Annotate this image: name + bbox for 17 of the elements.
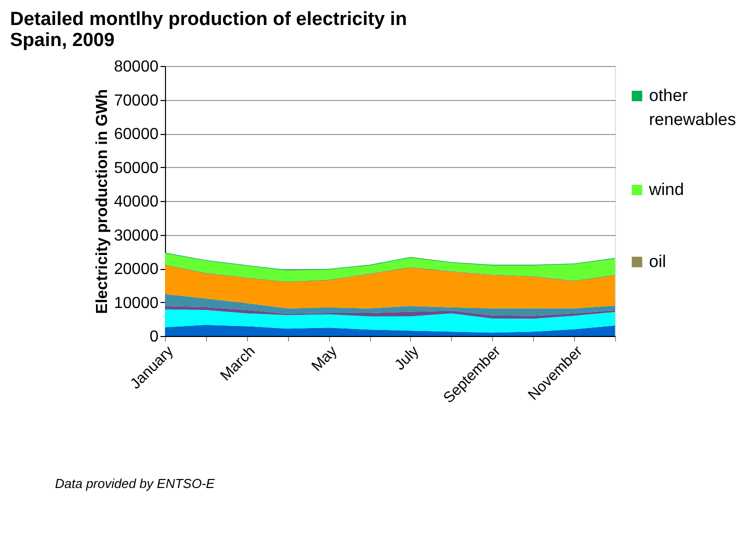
legend-label: oil xyxy=(649,252,666,271)
y-tick-label: 80000 xyxy=(114,58,159,76)
y-tick-label: 70000 xyxy=(114,92,159,110)
x-tick-label: May xyxy=(308,342,341,375)
chart-title: Detailed montlhy production of electricity in Spain, 2009 xyxy=(10,9,407,51)
x-tick-label: July xyxy=(391,342,423,374)
y-tick-label: 0 xyxy=(150,328,159,346)
legend-label: other renewables xyxy=(649,86,736,129)
y-tick-label: 40000 xyxy=(114,194,159,210)
text: Data provided by ENTSO-E xyxy=(55,476,216,491)
y-tick-label: 60000 xyxy=(114,126,159,143)
y-axis-title: Electricity production in GWh xyxy=(94,89,112,314)
y-tick-label: 30000 xyxy=(114,227,159,244)
y-tick-label: 20000 xyxy=(114,261,159,278)
y-tick-label: 50000 xyxy=(114,160,159,177)
legend-label: wind xyxy=(648,180,684,199)
y-tick-label: 10000 xyxy=(114,294,159,312)
